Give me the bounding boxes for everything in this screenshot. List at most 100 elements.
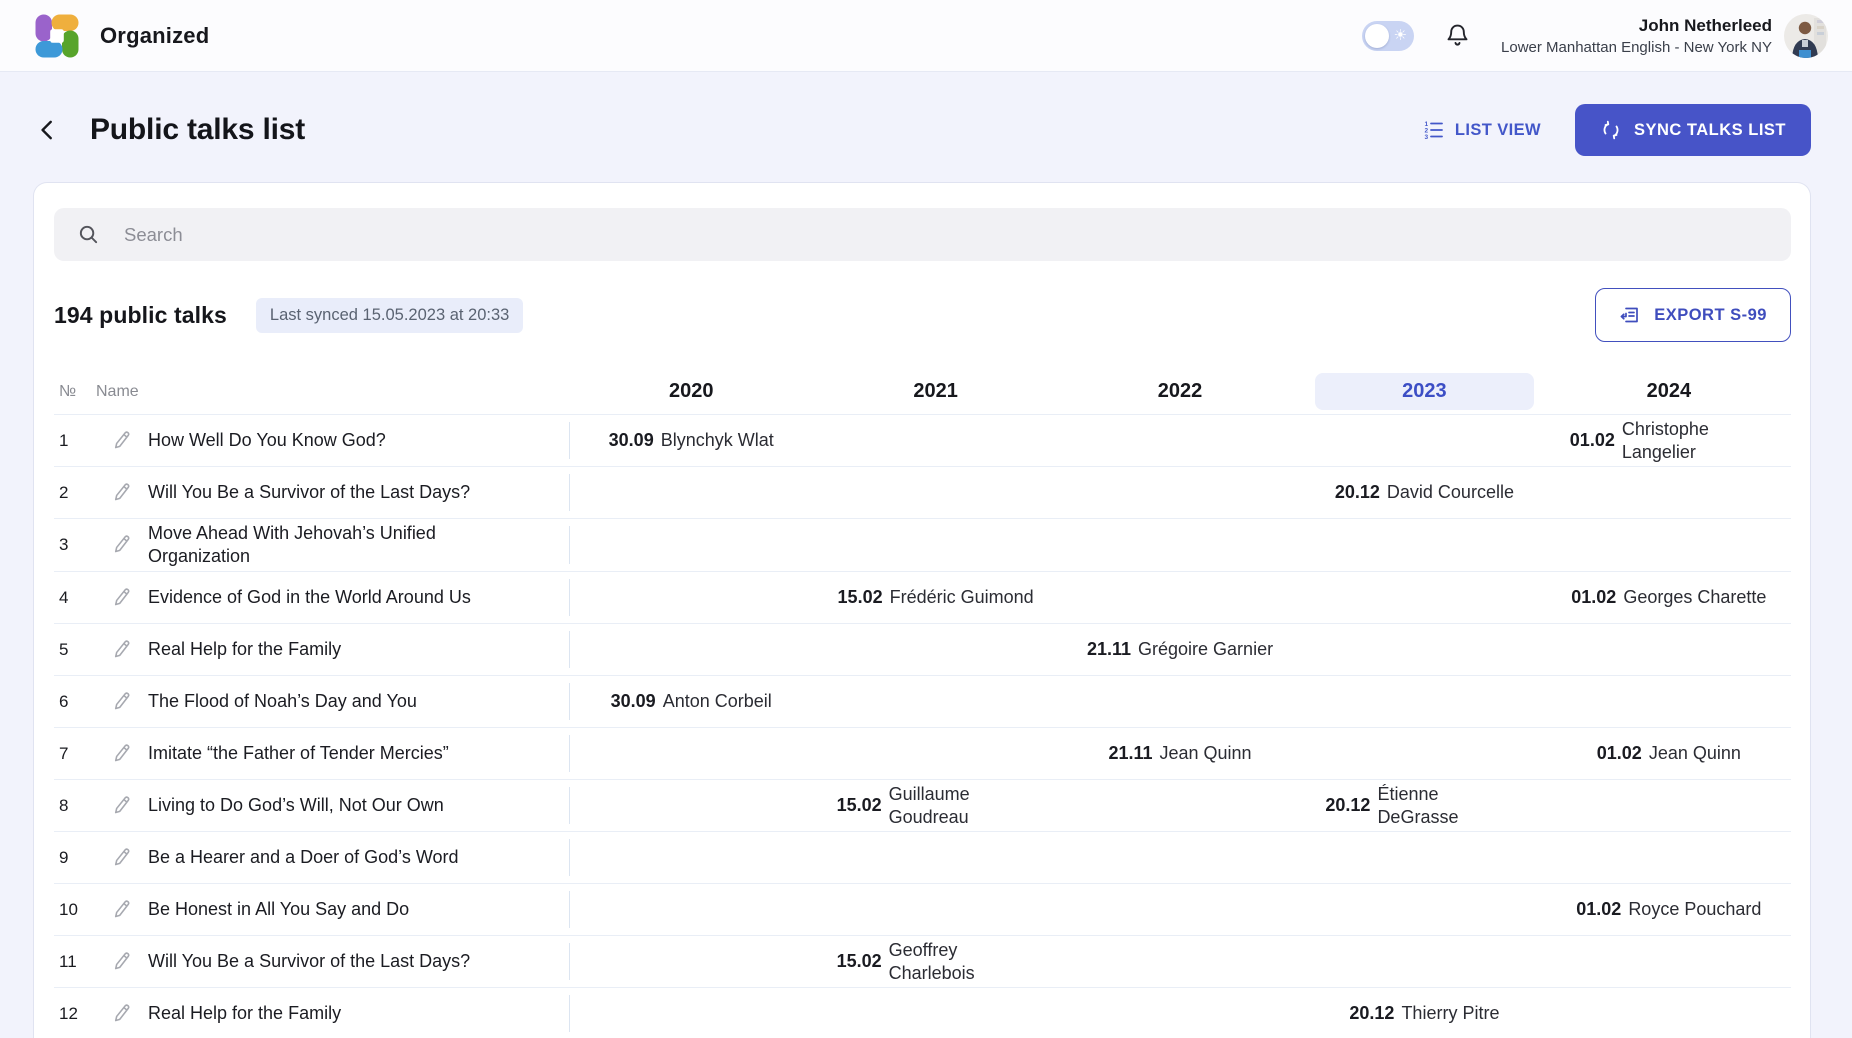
row-years: 21.11 Grégoire Garnier [569,624,1791,675]
table-row: 8 Living to Do God’s Will, Not Our Own 1… [54,780,1791,832]
year-cell-2021[interactable]: 15.02 Frédéric Guimond [813,586,1057,609]
table-row: 10 Be Honest in All You Say and Do 01.02… [54,884,1791,936]
table-row: 6 The Flood of Noah’s Day and You 30.09 A… [54,676,1791,728]
search-input[interactable] [124,223,1768,246]
sync-button-label: SYNC TALKS LIST [1633,120,1786,139]
year-cell-2023[interactable]: 20.12 David Courcelle [1302,481,1546,504]
talks-table: № Name 2020 2021 2022 2023 2024 1 How Well D… [54,369,1791,1038]
column-header-2020[interactable]: 2020 [668,380,714,402]
year-cell-2022[interactable]: 21.11 Grégoire Garnier [1058,638,1302,661]
row-number: 8 [59,795,69,815]
talk-date: 15.02 [836,795,882,815]
edit-talk-button[interactable] [111,430,133,452]
talk-name: Will You Be a Survivor of the Last Days? [148,951,471,971]
edit-talk-button[interactable] [111,951,133,973]
talk-date: 01.02 [1571,587,1617,607]
app-name: Organized [100,22,210,48]
talk-date: 20.12 [1325,795,1371,815]
column-header-number: № [59,382,77,400]
user-menu[interactable]: John Netherleed Lower Manhattan English … [1501,13,1828,58]
talk-date: 01.02 [1576,899,1622,919]
notifications-bell-icon[interactable] [1444,22,1471,49]
talks-count: 194 public talks [54,301,227,328]
edit-talk-button[interactable] [111,847,133,869]
talk-speaker: Christophe Langelier [1621,418,1709,462]
talk-speaker: Guillaume Goudreau [888,783,970,827]
row-years: 15.02 Guillaume Goudreau 20.12 Étienne DeGr… [569,780,1791,831]
row-number: 1 [59,430,69,450]
year-cell-2020[interactable]: 30.09 Anton Corbeil [569,690,813,713]
row-number: 3 [59,535,69,554]
row-years [569,519,1791,571]
edit-talk-button[interactable] [111,1003,133,1025]
edit-talk-button[interactable] [111,639,133,661]
row-years: 20.12 David Courcelle [569,467,1791,518]
edit-talk-button[interactable] [111,587,133,609]
last-synced-badge: Last synced 15.05.2023 at 20:33 [255,297,524,333]
svg-text:3: 3 [1424,134,1428,141]
theme-toggle-knob [1365,23,1390,48]
column-header-2021[interactable]: 2021 [913,380,958,402]
column-header-2023[interactable]: 2023 [1302,373,1546,410]
export-button-label: EXPORT S-99 [1654,305,1767,324]
talk-date: 21.11 [1108,743,1153,763]
talk-date: 01.02 [1596,743,1642,763]
user-name: John Netherleed [1638,15,1772,35]
year-cell-2024[interactable]: 01.02 Georges Charette [1547,586,1791,609]
year-cell-2021[interactable]: 15.02 Geoffrey Charlebois [813,939,1057,985]
export-s99-button[interactable]: EXPORT S-99 [1595,288,1791,342]
year-cell-2022[interactable]: 21.11 Jean Quinn [1058,742,1302,765]
edit-talk-button[interactable] [111,743,133,765]
edit-talk-button[interactable] [111,899,133,921]
list-view-label: LIST VIEW [1454,120,1541,139]
year-headers: 2020 2021 2022 2023 2024 [569,373,1791,410]
year-cell-2024[interactable]: 01.02 Christophe Langelier [1547,418,1791,464]
talk-speaker: David Courcelle [1386,482,1514,502]
app-logo-icon[interactable] [33,12,81,60]
edit-talk-button[interactable] [111,534,133,556]
row-years [569,832,1791,883]
row-number: 4 [59,587,69,607]
row-number: 11 [59,951,77,971]
talk-name: Imitate “the Father of Tender Mercies” [148,743,449,763]
year-cell-2023[interactable]: 20.12 Thierry Pitre [1302,1002,1546,1025]
count-row: 194 public talks Last synced 15.05.2023 … [54,288,1791,342]
year-cell-2023[interactable]: 20.12 Étienne DeGrasse [1302,783,1546,829]
talk-speaker: Étienne DeGrasse [1377,783,1459,827]
sync-talks-button[interactable]: SYNC TALKS LIST [1574,104,1811,156]
year-cell-2024[interactable]: 01.02 Royce Pouchard [1547,898,1791,921]
table-row: 1 How Well Do You Know God? 30.09 Blynchy… [54,415,1791,467]
row-number: 7 [59,743,69,763]
talk-name: Living to Do God’s Will, Not Our Own [148,795,444,815]
row-number: 2 [59,482,69,502]
talk-name: Be Honest in All You Say and Do [148,899,410,919]
year-cell-2021[interactable]: 15.02 Guillaume Goudreau [813,783,1057,829]
back-button[interactable] [33,115,63,145]
talk-speaker: Royce Pouchard [1628,899,1762,919]
column-header-2022[interactable]: 2022 [1157,380,1203,402]
talk-name: Will You Be a Survivor of the Last Days? [148,482,471,502]
talk-date: 15.02 [836,951,882,971]
theme-toggle[interactable]: ☀ [1362,20,1415,51]
list-view-button[interactable]: 1 2 3 LIST VIEW [1423,119,1541,142]
talk-speaker: Jean Quinn [1159,743,1252,763]
edit-talk-button[interactable] [111,691,133,713]
search-icon [77,223,100,246]
talk-speaker: Geoffrey Charlebois [888,939,975,983]
talk-date: 20.12 [1334,482,1380,502]
row-number: 9 [59,847,69,867]
sync-icon [1600,119,1622,141]
row-years: 15.02 Frédéric Guimond 01.02 Georges Charet… [569,572,1791,623]
talk-date: 20.12 [1349,1003,1395,1023]
talk-date: 01.02 [1569,430,1615,450]
table-row: 9 Be a Hearer and a Doer of God’s Word [54,832,1791,884]
avatar[interactable] [1784,13,1828,58]
column-header-2024[interactable]: 2024 [1646,380,1692,402]
table-row: 11 Will You Be a Survivor of the Last Da… [54,936,1791,988]
edit-talk-button[interactable] [111,795,133,817]
table-row: 4 Evidence of God in the World Around Us… [54,572,1791,624]
year-cell-2024[interactable]: 01.02 Jean Quinn [1547,742,1791,765]
column-header-name: Name [96,382,139,400]
edit-talk-button[interactable] [111,482,133,504]
year-cell-2020[interactable]: 30.09 Blynchyk Wlat [569,429,813,452]
